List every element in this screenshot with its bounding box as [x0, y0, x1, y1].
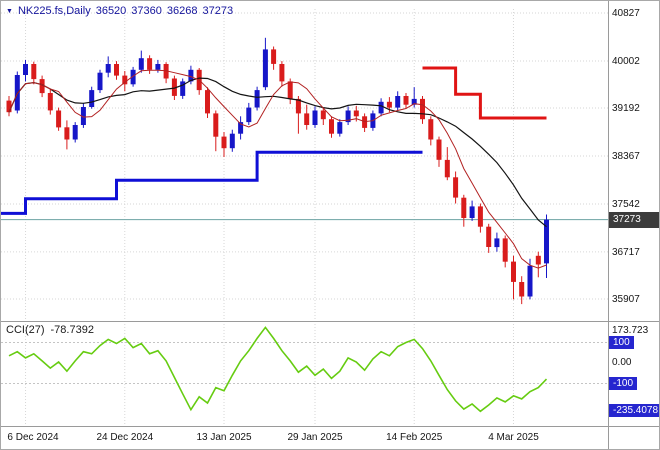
chart-title: ▼ NK225.fs,Daily 36520 37360 36268 37273	[6, 5, 233, 17]
indicator-name: CCI(27)	[6, 324, 45, 336]
ohlc-high-value: 37360	[131, 5, 162, 17]
ohlc-open-value: 36520	[95, 5, 127, 17]
ohlc-low-value: 36268	[166, 5, 198, 17]
indicator-value: -78.7392	[50, 324, 94, 336]
candles-layer	[6, 37, 549, 305]
current-price-badge: 37273	[609, 211, 659, 228]
symbol-timeframe-label: NK225.fs,Daily	[17, 5, 91, 17]
ohlc-close-value: 37273	[202, 5, 234, 17]
indicator-label: CCI(27) -78.7392	[6, 324, 94, 336]
symbol-dropdown-icon[interactable]: ▼	[6, 7, 13, 15]
cci-line	[8, 326, 548, 413]
